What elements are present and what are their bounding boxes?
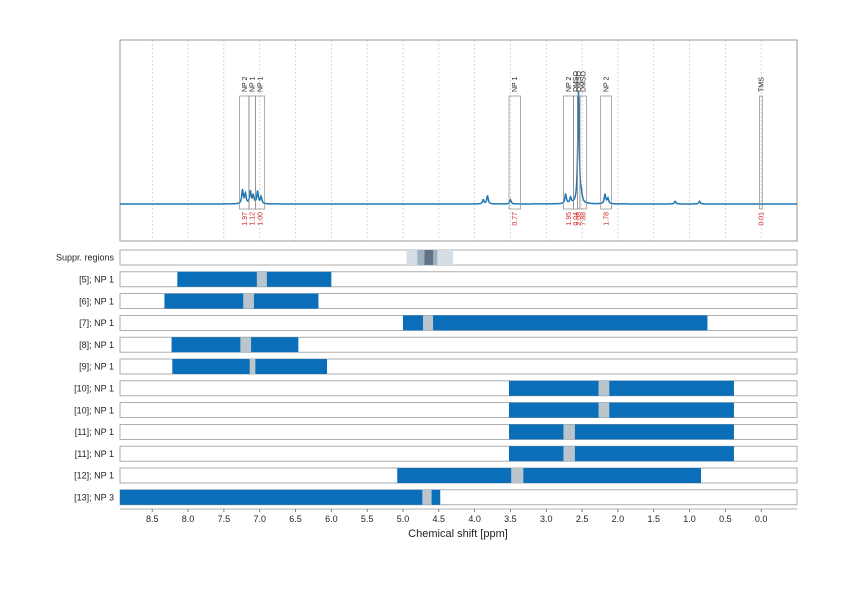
peak-region-label: DMSO [576, 70, 583, 92]
range-bar-gap [240, 337, 252, 353]
range-row-label: [9]; NP 1 [79, 362, 114, 372]
grid-layer [151, 40, 762, 241]
peak-integral-label: 1.97 [242, 212, 249, 226]
range-bar-gap [598, 380, 610, 396]
peak-region-box [563, 95, 574, 210]
x-tick-label: 8.0 [182, 514, 195, 524]
range-row-frame [119, 249, 798, 266]
peak-region-box [759, 95, 763, 210]
x-tick-label: 0.5 [719, 514, 732, 524]
peak-integral-label: 0.04 [573, 212, 580, 226]
range-bar-gap [598, 402, 610, 418]
range-bar-gap [243, 293, 254, 309]
peak-region-label: TMS [758, 77, 765, 92]
x-tick-label: 7.0 [253, 514, 266, 524]
peak-region-box [239, 95, 250, 210]
peak-region-label: NP 1 [258, 76, 265, 92]
x-axis-title: Chemical shift [ppm] [408, 528, 508, 540]
range-bar [402, 315, 708, 331]
range-bar [177, 271, 332, 287]
range-row-label: [7]; NP 1 [79, 318, 114, 328]
range-bar [509, 424, 734, 440]
range-row-label: [13]; NP 3 [74, 493, 114, 503]
peak-region-box [579, 95, 587, 210]
range-row-label: [6]; NP 1 [79, 296, 114, 306]
spectrum-line [120, 91, 797, 205]
x-tick-label: 8.5 [146, 514, 159, 524]
range-bar [509, 380, 734, 396]
peak-region-label: NP 2 [242, 76, 249, 92]
range-bar-gap [563, 424, 575, 440]
range-bar-gap [256, 271, 267, 287]
x-tick-label: 1.0 [683, 514, 696, 524]
peak-region-label: NP 1 [250, 76, 257, 92]
peak-region-label: NP 1 [512, 76, 519, 92]
x-tick-label: 6.5 [289, 514, 302, 524]
peak-integral-label: 1.00 [258, 212, 265, 226]
peak-integral-label: 7.88 [581, 212, 588, 226]
x-tick-label: 5.5 [361, 514, 374, 524]
peak-region-label: NP 2 [604, 76, 611, 92]
range-bar-gap [422, 489, 432, 505]
spectrum-panel-frame [119, 39, 798, 242]
range-bar-gap [423, 315, 434, 331]
range-rows-layer: Suppr. regions [5]; NP 1 [6]; NP 1 [7]; NP … [56, 249, 798, 506]
range-row-label: [8]; NP 1 [79, 340, 114, 350]
x-tick-label: 5.0 [397, 514, 410, 524]
x-tick-label: 6.0 [325, 514, 338, 524]
range-row-label: [12]; NP 1 [74, 471, 114, 481]
range-bar-gap [249, 359, 256, 374]
x-tick-label: 0.0 [755, 514, 768, 524]
range-row-label: Suppr. regions [56, 253, 115, 263]
range-row-label: [10]; NP 1 [74, 405, 114, 415]
peak-integral-label: 1.78 [604, 212, 611, 226]
range-bar [164, 293, 319, 309]
range-bar [397, 468, 702, 483]
range-row-label: [5]; NP 1 [79, 275, 114, 285]
x-tick-label: 3.0 [540, 514, 553, 524]
range-bar-gap [563, 446, 575, 462]
range-bar [509, 402, 734, 418]
range-bar-gap [511, 468, 524, 483]
range-bar [509, 446, 734, 462]
spectrum-layer [120, 91, 797, 205]
x-tick-label: 2.0 [612, 514, 625, 524]
range-row-label: [11]; NP 1 [75, 449, 114, 459]
peak-integral-label: 2.08 [576, 212, 583, 226]
suppression-region-core [424, 250, 434, 265]
peak-integral-label: 1.12 [250, 212, 257, 226]
x-tick-label: 7.5 [218, 514, 231, 524]
peak-integral-label: 0.01 [758, 212, 765, 226]
x-tick-label: 3.5 [504, 514, 517, 524]
range-bar [120, 489, 441, 505]
peak-integral-label: 1.95 [566, 212, 573, 226]
peak-region-box [255, 95, 266, 210]
peak-integral-label: 0.77 [512, 212, 519, 226]
range-row-label: [10]; NP 1 [74, 384, 114, 394]
range-bar [171, 337, 299, 353]
peak-region-box [600, 95, 612, 210]
peak-region-label: DMSO [573, 70, 580, 92]
x-tick-label: 2.5 [576, 514, 589, 524]
peak-region-box [508, 95, 521, 210]
x-tick-label: 4.5 [433, 514, 446, 524]
x-tick-label: 1.5 [647, 514, 660, 524]
range-row-label: [11]; NP 1 [75, 427, 114, 437]
peak-regions-layer: NP 2 1.97 NP 1 1.12 NP 1 1.00 NP 1 0.77 NP 2 1.95… [239, 70, 765, 226]
peak-region-label: NP 2 [566, 76, 573, 92]
x-axis: 8.5 8.0 7.5 7.0 6.5 6.0 5.5 5.0 4.5 4.0 3.5 3.0 2.5 2… [120, 508, 797, 524]
x-tick-label: 4.0 [468, 514, 481, 524]
peak-region-label: DMSO [581, 70, 588, 92]
